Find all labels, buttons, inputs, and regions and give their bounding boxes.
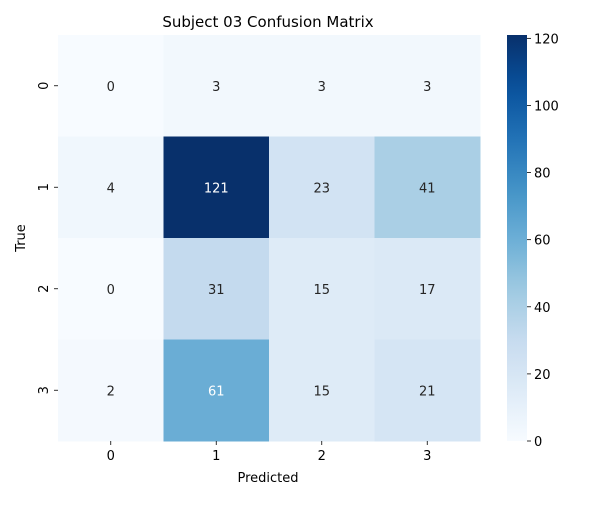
cell-value-r2-c3: 17 bbox=[419, 283, 436, 298]
heatmap-cell-r2-c2 bbox=[269, 238, 375, 340]
cell-value-r1-c3: 41 bbox=[419, 181, 436, 196]
x-tick-label: 3 bbox=[423, 449, 431, 464]
colorbar-tick-label: 80 bbox=[534, 167, 551, 182]
heatmap-cell-r3-c3 bbox=[374, 339, 481, 442]
cell-value-r0-c3: 3 bbox=[423, 80, 431, 95]
cell-value-r0-c1: 3 bbox=[212, 80, 220, 95]
cell-value-r2-c2: 15 bbox=[313, 283, 330, 298]
x-tick-label: 0 bbox=[107, 449, 115, 464]
heatmap-cell-r3-c1 bbox=[163, 339, 270, 442]
heatmap-cell-labels: 0 3 3 3 4 121 23 41 0 31 15 17 2 61 15 21 bbox=[107, 80, 436, 400]
cell-value-r2-c1: 31 bbox=[208, 283, 225, 298]
cell-value-r1-c2: 23 bbox=[313, 181, 330, 196]
y-tick-label: 0 bbox=[37, 82, 52, 90]
x-axis-ticks: 0 1 2 3 bbox=[107, 441, 431, 464]
colorbar-tick-label: 20 bbox=[534, 368, 551, 383]
chart-title: Subject 03 Confusion Matrix bbox=[162, 13, 373, 31]
heatmap-cell-r3-c2 bbox=[269, 339, 375, 442]
cell-value-r3-c3: 21 bbox=[419, 384, 436, 399]
heatmap-cell-r1-c0 bbox=[58, 136, 164, 239]
colorbar-ticks: 0 20 40 60 80 100 120 bbox=[527, 32, 559, 450]
colorbar-tick-label: 100 bbox=[534, 99, 559, 114]
x-tick-label: 2 bbox=[318, 449, 326, 464]
cell-value-r1-c1: 121 bbox=[204, 181, 229, 196]
y-axis-label: True bbox=[14, 224, 29, 253]
cell-value-r2-c0: 0 bbox=[107, 283, 115, 298]
cell-value-r3-c2: 15 bbox=[313, 384, 330, 399]
heatmap-cell-r1-c2 bbox=[269, 136, 375, 239]
colorbar-tick-label: 120 bbox=[534, 32, 559, 47]
heatmap-cell-r0-c2 bbox=[269, 35, 375, 137]
cell-value-r1-c0: 4 bbox=[107, 181, 115, 196]
cell-value-r3-c0: 2 bbox=[107, 384, 115, 399]
colorbar-tick-label: 40 bbox=[534, 301, 551, 316]
y-axis-ticks: 0 1 2 3 bbox=[37, 82, 58, 394]
y-tick-label: 1 bbox=[37, 183, 52, 191]
heatmap-cell-r0-c0 bbox=[58, 35, 164, 137]
colorbar-tick-label: 60 bbox=[534, 234, 551, 249]
x-tick-label: 1 bbox=[212, 449, 220, 464]
cell-value-r0-c0: 0 bbox=[107, 80, 115, 95]
colorbar-tick-label: 0 bbox=[534, 435, 542, 450]
cell-value-r3-c1: 61 bbox=[208, 384, 225, 399]
heatmap-cells bbox=[58, 35, 481, 442]
heatmap-cell-r2-c3 bbox=[374, 238, 481, 340]
heatmap-cell-r2-c1 bbox=[163, 238, 270, 340]
heatmap-cell-r0-c1 bbox=[163, 35, 270, 137]
heatmap-cell-r1-c1 bbox=[163, 136, 270, 239]
colorbar bbox=[507, 35, 527, 441]
y-tick-label: 3 bbox=[37, 386, 52, 394]
heatmap-cell-r1-c3 bbox=[374, 136, 481, 239]
x-axis-label: Predicted bbox=[237, 471, 298, 486]
cell-value-r0-c2: 3 bbox=[318, 80, 326, 95]
heatmap-cell-r3-c0 bbox=[58, 339, 164, 442]
y-tick-label: 2 bbox=[37, 285, 52, 293]
heatmap-cell-r2-c0 bbox=[58, 238, 164, 340]
heatmap-cell-r0-c3 bbox=[374, 35, 481, 137]
